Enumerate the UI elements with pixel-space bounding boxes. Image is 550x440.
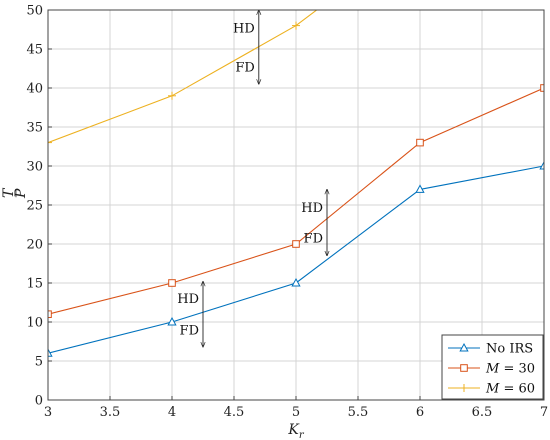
data-point-1-3 <box>416 138 424 147</box>
y-tick-label: 25 <box>26 199 43 214</box>
annotation-fd-label-2: FD <box>235 60 254 75</box>
legend-label-rest-2: = 60 <box>499 382 535 397</box>
y-tick-label: 45 <box>26 43 43 58</box>
series-1 <box>48 84 544 318</box>
x-axis-title-main: K <box>287 422 300 438</box>
annotation-hd-label-0: HD <box>177 292 199 307</box>
annotation-hd-label-2: HD <box>233 21 255 36</box>
annotation-0: HD FD <box>177 281 203 347</box>
legend-label-var-2: M <box>485 382 500 397</box>
legend-swatch-marker-0 <box>459 342 469 352</box>
x-axis-title: Kr <box>287 422 304 440</box>
legend-swatch-marker-1 <box>460 364 468 372</box>
legend-label-0: No IRS <box>486 342 533 357</box>
data-point-1-1 <box>168 279 176 287</box>
legend-label-1: M = 30 <box>485 362 535 377</box>
data-point-0-0 <box>48 348 53 357</box>
data-point-2-0 <box>48 138 52 147</box>
x-tick-label: 5.5 <box>348 405 369 420</box>
y-axis-title-denominator: P <box>13 188 29 199</box>
annotation-hd-label-1: HD <box>301 201 323 216</box>
y-tick-label: 50 <box>26 4 43 19</box>
y-tick-label: 30 <box>26 160 43 175</box>
legend-label-2: M = 60 <box>485 382 535 397</box>
y-axis-title-numerator: T <box>1 187 17 198</box>
legend-item-0: No IRS <box>448 342 533 357</box>
y-tick-label: 0 <box>35 394 43 409</box>
data-point-0-3 <box>415 184 425 193</box>
data-point-0-4 <box>539 160 544 170</box>
annotation-fd-label-0: FD <box>180 323 199 338</box>
y-tick-label: 20 <box>26 238 43 253</box>
tick-labels: 3 3.5 4 4.5 5 5.5 6 6.5 7 0 5 10 15 20 25 30 35 40 45 50 <box>26 4 548 421</box>
x-tick-label: 3.5 <box>100 405 121 420</box>
series-layer <box>48 10 544 357</box>
legend-item-1: M = 30 <box>448 362 535 377</box>
series-line-2 <box>48 10 318 144</box>
x-tick-label: 6 <box>416 405 424 420</box>
data-point-2-2 <box>292 21 300 30</box>
legend-swatch-marker-2 <box>460 384 468 392</box>
legend-label-var-1: M <box>485 362 500 377</box>
x-tick-label: 5 <box>292 405 300 420</box>
x-tick-label: 4.5 <box>224 405 245 420</box>
y-tick-label: 35 <box>26 121 43 136</box>
legend-item-2: M = 60 <box>448 382 535 397</box>
x-tick-label: 4 <box>168 405 176 420</box>
y-tick-label: 15 <box>26 277 43 292</box>
y-tick-label: 10 <box>26 316 43 331</box>
data-point-1-4 <box>540 84 544 92</box>
annotations: HD FD HD FD HD FD <box>177 10 327 347</box>
x-tick-label: 3 <box>44 405 52 420</box>
annotation-1: HD FD <box>301 189 327 255</box>
y-tick-label: 5 <box>35 355 43 370</box>
y-tick-label: 40 <box>26 82 43 97</box>
data-point-2-1 <box>168 91 176 100</box>
x-axis-title-sub: r <box>299 430 305 440</box>
y-axis-title: TP <box>1 187 29 199</box>
data-point-1-2 <box>292 240 300 248</box>
legend-label-rest-1: = 30 <box>499 362 535 377</box>
annotation-fd-label-1: FD <box>304 231 323 246</box>
series-2 <box>48 10 318 147</box>
series-0 <box>48 160 544 357</box>
x-tick-label: 6.5 <box>472 405 493 420</box>
x-tick-label: 7 <box>540 405 548 420</box>
data-point-0-2 <box>291 277 301 287</box>
annotation-2: HD FD <box>233 10 259 84</box>
data-point-0-1 <box>167 316 177 326</box>
